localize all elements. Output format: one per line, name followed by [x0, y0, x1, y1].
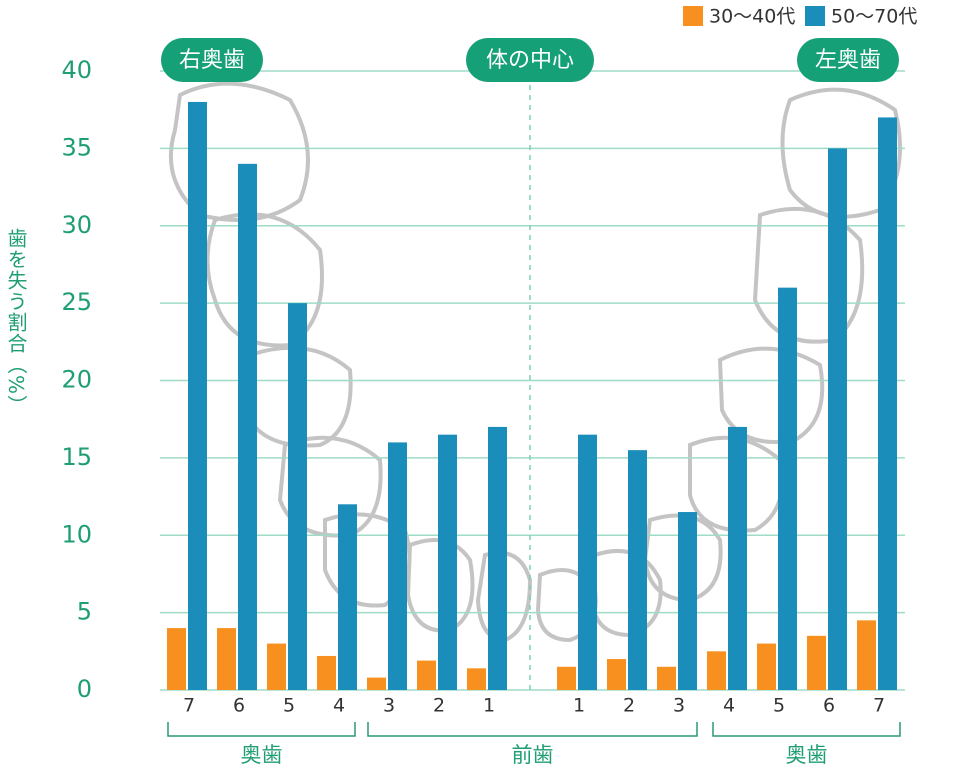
- tooth-outline: [168, 81, 310, 222]
- tooth-outline: [475, 550, 533, 643]
- bar: [288, 303, 307, 690]
- x-tick-label: 2: [623, 695, 635, 717]
- bar: [857, 620, 876, 690]
- bar: [757, 643, 776, 690]
- bar: [217, 628, 236, 690]
- tooth-outline: [589, 548, 663, 638]
- group-label: 奥歯: [241, 743, 283, 767]
- y-tick-label: 30: [61, 211, 92, 239]
- bar: [557, 666, 576, 690]
- annotation-pill: [797, 38, 899, 82]
- x-tick-label: 3: [673, 695, 685, 717]
- x-tick-label: 5: [283, 695, 295, 717]
- legend-swatch: [683, 6, 703, 26]
- x-tick-label: 4: [333, 695, 345, 717]
- bar: [657, 666, 676, 690]
- annotation: 右奥歯: [179, 48, 245, 73]
- group-label: 前歯: [512, 743, 554, 767]
- bar: [238, 163, 257, 691]
- bar: [438, 434, 457, 690]
- legend-swatch: [805, 6, 825, 26]
- y-axis-title: 歯を失う割合（%）: [4, 228, 28, 417]
- bar: [467, 668, 486, 690]
- bar: [628, 450, 647, 690]
- bar: [338, 504, 357, 690]
- x-tick-label: 4: [723, 695, 735, 717]
- bar: [728, 426, 747, 690]
- y-tick-label: 35: [61, 133, 92, 161]
- bar: [828, 148, 847, 690]
- group-bracket: [167, 722, 356, 737]
- annotation: 体の中心: [486, 48, 574, 73]
- bar: [488, 426, 507, 690]
- x-tick-label: 5: [773, 695, 785, 717]
- y-tick-label: 0: [77, 675, 92, 703]
- y-tick-label: 25: [61, 288, 92, 316]
- legend-label: 50〜70代: [831, 6, 917, 28]
- y-tick-label: 5: [77, 598, 92, 626]
- group-bracket: [367, 722, 698, 737]
- x-tick-label: 1: [573, 695, 585, 717]
- bar: [267, 643, 286, 690]
- bar: [388, 442, 407, 690]
- x-tick-label: 6: [233, 695, 245, 717]
- x-tick-label: 7: [873, 695, 885, 717]
- bar: [778, 287, 797, 690]
- x-tick-label: 7: [183, 695, 195, 717]
- legend-label: 30〜40代: [709, 6, 795, 28]
- group-label: 奥歯: [786, 743, 828, 767]
- bar: [317, 655, 336, 690]
- y-tick-label: 15: [61, 443, 92, 471]
- y-tick-label: 40: [61, 56, 92, 84]
- x-tick-label: 1: [483, 695, 495, 717]
- bar: [367, 677, 386, 690]
- bar: [707, 651, 726, 690]
- bar: [607, 659, 626, 690]
- annotation: 左奥歯: [815, 48, 881, 73]
- bar: [578, 434, 597, 690]
- bar: [807, 635, 826, 690]
- bar: [878, 117, 897, 691]
- annotation-pill: [161, 38, 263, 82]
- y-tick-label: 10: [61, 520, 92, 548]
- bar: [167, 628, 186, 690]
- bar: [678, 512, 697, 690]
- y-tick-label: 20: [61, 366, 92, 394]
- group-bracket: [712, 722, 901, 737]
- x-tick-label: 2: [433, 695, 445, 717]
- annotation-pill: [466, 38, 594, 82]
- x-tick-label: 6: [823, 695, 835, 717]
- bar: [188, 101, 207, 690]
- x-tick-label: 3: [383, 695, 395, 717]
- bar: [417, 660, 436, 690]
